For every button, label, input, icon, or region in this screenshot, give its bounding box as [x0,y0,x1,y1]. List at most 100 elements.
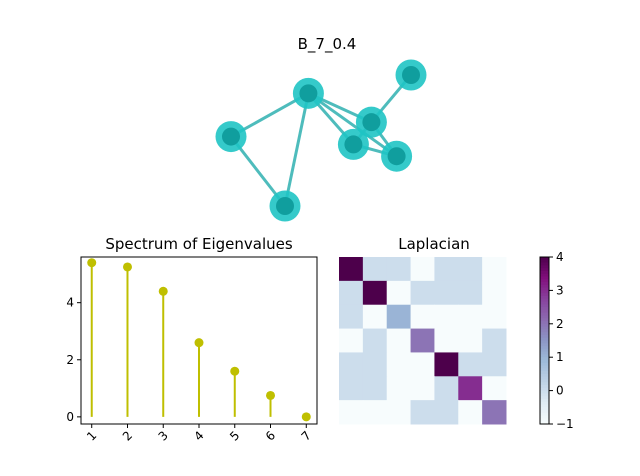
colorbar-segment [540,393,549,397]
colorbar-segment [540,390,549,394]
heatmap-cell [339,376,364,401]
colorbar-tick-label: 0 [556,384,564,398]
stem-marker [87,258,97,268]
heatmap-cell [362,352,388,377]
heatmap-cell [410,304,435,330]
colorbar-segment [540,270,549,275]
y-tick-label: 2 [66,353,74,367]
colorbar-segment [540,359,549,364]
colorbar-tick-label: 4 [556,250,564,264]
colorbar-segment [540,343,549,347]
stem-marker [266,390,276,400]
colorbar-tick-label: 2 [556,317,564,331]
colorbar-tick-label: 3 [556,283,564,297]
colorbar-segment [540,354,549,358]
heatmap-cell [458,304,483,330]
heatmap-cell [434,257,459,282]
colorbar-segment [540,273,549,278]
colorbar-segment [540,404,549,408]
colorbar-segment [540,387,549,392]
colorbar-segment [540,268,549,272]
colorbar-segment [540,346,549,350]
heatmap-cell [482,400,507,425]
graph-node-core [299,84,318,103]
heatmap-cell [386,257,412,282]
colorbar-segment [540,282,549,286]
graph-node-core [222,127,240,146]
colorbar-segment [540,329,549,333]
heatmap-cell [482,257,507,282]
heatmap-cell [410,376,435,401]
colorbar-segment [540,257,549,261]
colorbar-segment [540,348,549,353]
stem-marker [122,262,132,272]
heatmap-cell [386,400,412,425]
colorbar-segment [540,321,549,325]
heatmap-cell [386,352,412,377]
x-tick-label: 3 [156,428,171,443]
heatmap-cell [410,257,435,282]
colorbar-segment [540,379,549,383]
heatmap-cell [410,400,435,425]
colorbar-segment [540,307,549,311]
heatmap-cell [362,257,388,282]
spectrum-title: Spectrum of Eigenvalues [105,235,293,253]
colorbar-segment [540,326,549,330]
colorbar-segment [540,334,549,339]
x-tick-label: 4 [191,428,206,443]
stem-marker [230,366,240,376]
colorbar-segment [540,373,549,378]
heatmap-cell [434,376,459,401]
graph-node-core [344,135,363,154]
colorbar-tick-label: 1 [556,350,564,364]
heatmap-cell [339,400,364,425]
colorbar-tick-label: −1 [556,417,574,431]
heatmap-cell [458,352,483,377]
heatmap-cell [482,328,507,353]
colorbar-segment [540,351,549,356]
spectrum-plot: 0 2 4 1 2 3 4 5 6 7 [66,256,318,444]
colorbar-segment [540,365,549,369]
heatmap-cell [434,328,459,353]
colorbar-segment [540,407,549,411]
colorbar-segment [540,287,549,291]
heatmap-cell [386,280,412,306]
colorbar-segment [540,385,549,389]
heatmap-cell [458,280,483,306]
heatmap-cell [386,328,412,353]
heatmap-cell [362,328,388,353]
laplacian-colorbar: 4 3 2 1 0 −1 [539,250,574,431]
colorbar-segment [540,304,549,308]
colorbar-segment [540,293,549,297]
x-tick-label: 7 [299,428,314,443]
colorbar-segment [540,309,549,314]
graph-node-core [276,197,294,215]
heatmap-cell [434,400,459,425]
colorbar-segment [540,337,549,342]
heatmap-cell [362,280,388,306]
heatmap-cell [434,352,459,377]
heatmap-cell [482,304,507,330]
colorbar-segment [540,276,549,280]
colorbar-segment [540,332,549,336]
colorbar-segment [540,318,549,322]
colorbar-segment [540,298,549,303]
x-tick-label: 1 [84,428,99,443]
heatmap-cell [458,376,483,401]
figure-title: B_7_0.4 [298,35,357,54]
x-tick-label: 6 [263,428,278,443]
heatmap-cell [482,376,507,401]
colorbar-segment [540,284,549,289]
colorbar-segment [540,368,549,372]
heatmap-cell [482,352,507,377]
colorbar-segment [540,315,549,319]
x-tick-label: 5 [227,428,242,443]
graph-edge [283,93,310,207]
graph-node-core [362,113,381,132]
y-tick-label: 0 [66,410,74,424]
heatmap-cell [410,280,435,306]
colorbar-segment [540,412,549,417]
laplacian-title: Laplacian [398,235,470,253]
colorbar-segment [540,340,549,344]
colorbar-segment [540,421,549,425]
